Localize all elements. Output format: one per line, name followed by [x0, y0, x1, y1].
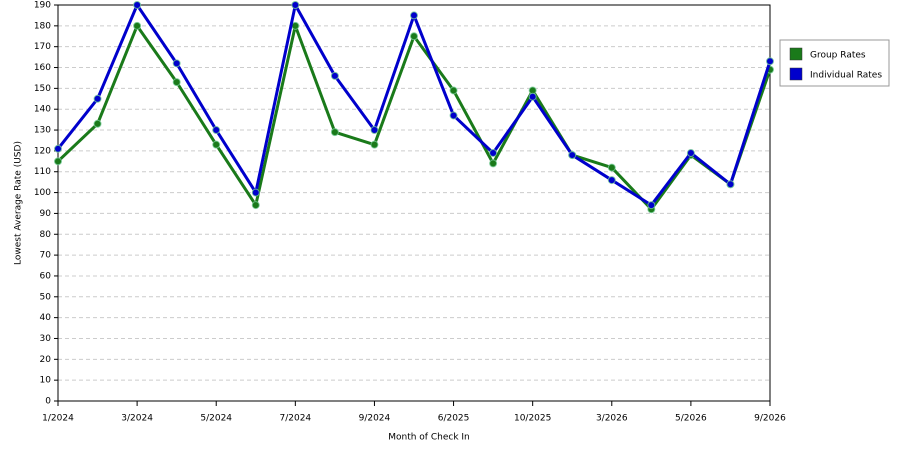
y-tick-label: 50 [40, 292, 52, 302]
data-point [54, 144, 62, 153]
data-point [410, 32, 418, 41]
data-point [251, 201, 260, 210]
y-tick-label: 10 [40, 376, 52, 386]
legend-label: Individual Rates [810, 71, 882, 81]
x-tick-label: 3/2026 [596, 414, 628, 424]
data-point [172, 78, 181, 87]
data-point [489, 148, 498, 157]
y-tick-label: 20 [40, 355, 52, 365]
y-tick-label: 100 [34, 188, 51, 198]
data-point [686, 148, 695, 157]
data-point [370, 126, 379, 135]
y-tick-label: 110 [34, 167, 51, 177]
x-tick-label: 5/2024 [200, 414, 232, 424]
y-tick-label: 190 [34, 1, 51, 11]
y-tick-label: 90 [40, 209, 52, 219]
data-point [726, 180, 735, 189]
x-tick-label: 10/2025 [514, 414, 551, 424]
legend-swatch [789, 67, 803, 81]
y-tick-label: 60 [40, 271, 52, 281]
data-point [251, 188, 260, 197]
data-point [410, 11, 418, 20]
y-tick-label: 130 [34, 126, 51, 136]
data-point [172, 59, 181, 68]
data-point [212, 140, 221, 149]
x-axis-title: Month of Check In [388, 433, 470, 443]
y-axis-title: Lowest Average Rate (USD) [14, 141, 24, 265]
series-line [56, 24, 772, 211]
y-tick-label: 140 [34, 105, 51, 115]
x-tick-label: 9/2026 [754, 414, 786, 424]
data-point [93, 94, 102, 103]
data-point [54, 157, 62, 166]
data-point [489, 159, 498, 168]
data-point [330, 128, 339, 137]
data-point [212, 126, 221, 135]
x-tick-label: 7/2024 [279, 414, 311, 424]
data-point [528, 92, 537, 101]
x-tick-label: 1/2024 [42, 414, 74, 424]
data-point [568, 151, 577, 160]
data-point [607, 176, 616, 185]
legend-swatch [789, 47, 803, 61]
data-point [449, 86, 458, 95]
y-tick-label: 160 [34, 63, 51, 73]
data-point [330, 71, 339, 80]
y-tick-label: 80 [40, 230, 52, 240]
data-point [449, 111, 458, 120]
data-point [766, 57, 774, 66]
x-tick-label: 5/2026 [675, 414, 707, 424]
data-point [607, 163, 616, 172]
y-tick-label: 150 [34, 84, 51, 94]
y-tick-label: 30 [40, 334, 52, 344]
y-tick-label: 180 [34, 21, 51, 31]
legend-label: Group Rates [810, 51, 866, 61]
data-point [370, 140, 379, 149]
y-tick-label: 0 [45, 397, 51, 407]
y-tick-label: 120 [34, 146, 51, 156]
data-point [647, 201, 656, 210]
data-point [93, 119, 102, 128]
plot-frame [57, 4, 771, 402]
data-point [133, 21, 142, 30]
x-tick-label: 3/2024 [121, 414, 153, 424]
y-tick-label: 40 [40, 313, 52, 323]
y-tick-label: 70 [40, 251, 52, 261]
x-tick-label: 9/2024 [359, 414, 391, 424]
data-point [133, 1, 142, 9]
data-point [291, 1, 300, 9]
y-tick-label: 170 [34, 42, 51, 52]
x-tick-label: 6/2025 [438, 414, 470, 424]
